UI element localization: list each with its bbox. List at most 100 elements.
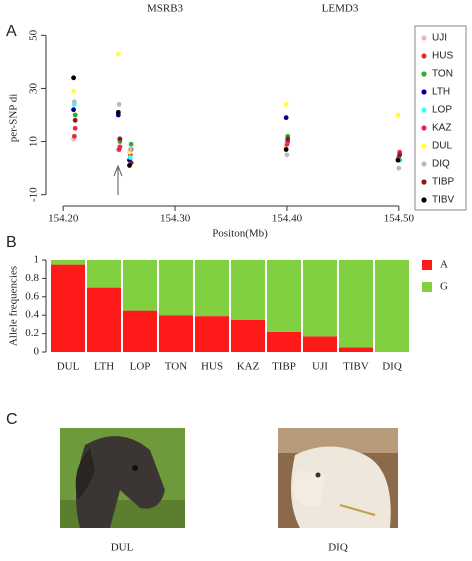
y-axis-label: Allele frequencies [8,266,20,346]
bar-segment [267,260,301,332]
photo-label: DUL [111,542,134,554]
point [115,109,121,115]
point [72,112,78,118]
y-tick-label: 0.6 [25,290,39,302]
bar-segment [87,287,121,352]
point [395,112,401,118]
bar-segment [303,336,337,352]
bar-segment [159,260,193,316]
y-tick-label: 0 [34,346,40,358]
point [127,155,133,160]
point [128,141,134,147]
panel-label: B [6,234,17,251]
x-tick-label: KAZ [237,361,260,373]
photo-dul [60,428,185,528]
x-tick-label: LTH [94,361,114,373]
y-tick-label: 30 [28,82,40,94]
y-tick-label: -10 [28,187,40,202]
bar-segment [51,264,85,352]
bar-segment [87,260,121,288]
legend-label: TIBP [432,177,455,188]
point [283,115,289,121]
bar-segment [123,310,157,352]
point [72,117,78,123]
legend-label: TON [432,69,453,80]
bar-segment [51,260,85,265]
point [397,152,403,158]
point [127,147,133,152]
y-tick-label: 1 [34,254,40,266]
x-tick-label: 154.20 [48,213,79,225]
point [283,147,289,152]
photo-diq [278,428,398,528]
x-tick-label: TIBV [343,361,369,373]
gene-label: LEMD3 [322,3,359,15]
panel-label: C [6,411,18,428]
legend-label: G [440,281,448,293]
x-tick-label: 154.50 [384,213,415,225]
bar-segment [159,315,193,352]
x-tick-label: DIQ [382,361,402,373]
legend-label: LTH [432,87,450,98]
photo-label: DIQ [328,542,348,554]
legend-marker [421,161,427,167]
bar-segment [339,347,373,352]
point [284,152,290,158]
legend-label: LOP [432,105,452,116]
bar-segment [231,319,265,352]
point [117,136,123,142]
legend-marker [421,35,427,41]
point [71,88,76,94]
point [71,133,77,139]
point [71,99,77,105]
legend-label: DIQ [432,159,450,170]
x-tick-label: 154.30 [160,213,191,225]
legend-marker [421,125,427,131]
legend-marker [422,282,432,292]
legend-marker [421,179,427,185]
x-tick-label: UJI [312,361,328,373]
x-tick-label: HUS [201,361,223,373]
x-tick-label: TIBP [272,361,296,373]
y-tick-label: 0.8 [25,272,39,284]
point [71,107,76,113]
bar-segment [375,260,409,352]
y-tick-label: 50 [28,29,40,41]
bar-segment [303,260,337,337]
gene-label: MSRB3 [147,3,184,15]
legend-marker [421,143,427,149]
bar-segment [195,316,229,352]
legend-label: HUS [432,51,453,62]
x-tick-label: DUL [57,361,80,373]
x-tick-label: LOP [130,361,151,373]
panel-label: A [6,23,17,40]
legend-marker [421,71,427,77]
y-tick-label: 10 [28,136,40,148]
point [283,101,289,107]
x-tick-label: 154.40 [272,213,303,225]
point [72,125,78,131]
point [396,165,402,171]
legend-marker [421,53,427,59]
bar-segment [195,260,229,317]
x-axis-label: Positon(Mb) [212,228,268,240]
legend-marker [422,260,432,270]
bar-segment [339,260,373,348]
y-tick-label: 0.4 [25,309,39,321]
point [115,51,121,57]
point [71,75,76,81]
x-tick-label: TON [165,361,187,373]
bar-segment [267,331,301,352]
legend-marker [421,89,427,95]
legend-label: A [440,259,448,271]
bar-segment [231,260,265,320]
legend-label: DUL [432,141,452,152]
legend-label: KAZ [432,123,451,134]
y-axis-label: per-SNP di [8,94,20,143]
legend-marker [421,107,427,113]
point [285,136,291,142]
bar-segment [123,260,157,311]
legend-label: UJI [432,33,447,44]
point [116,101,122,107]
